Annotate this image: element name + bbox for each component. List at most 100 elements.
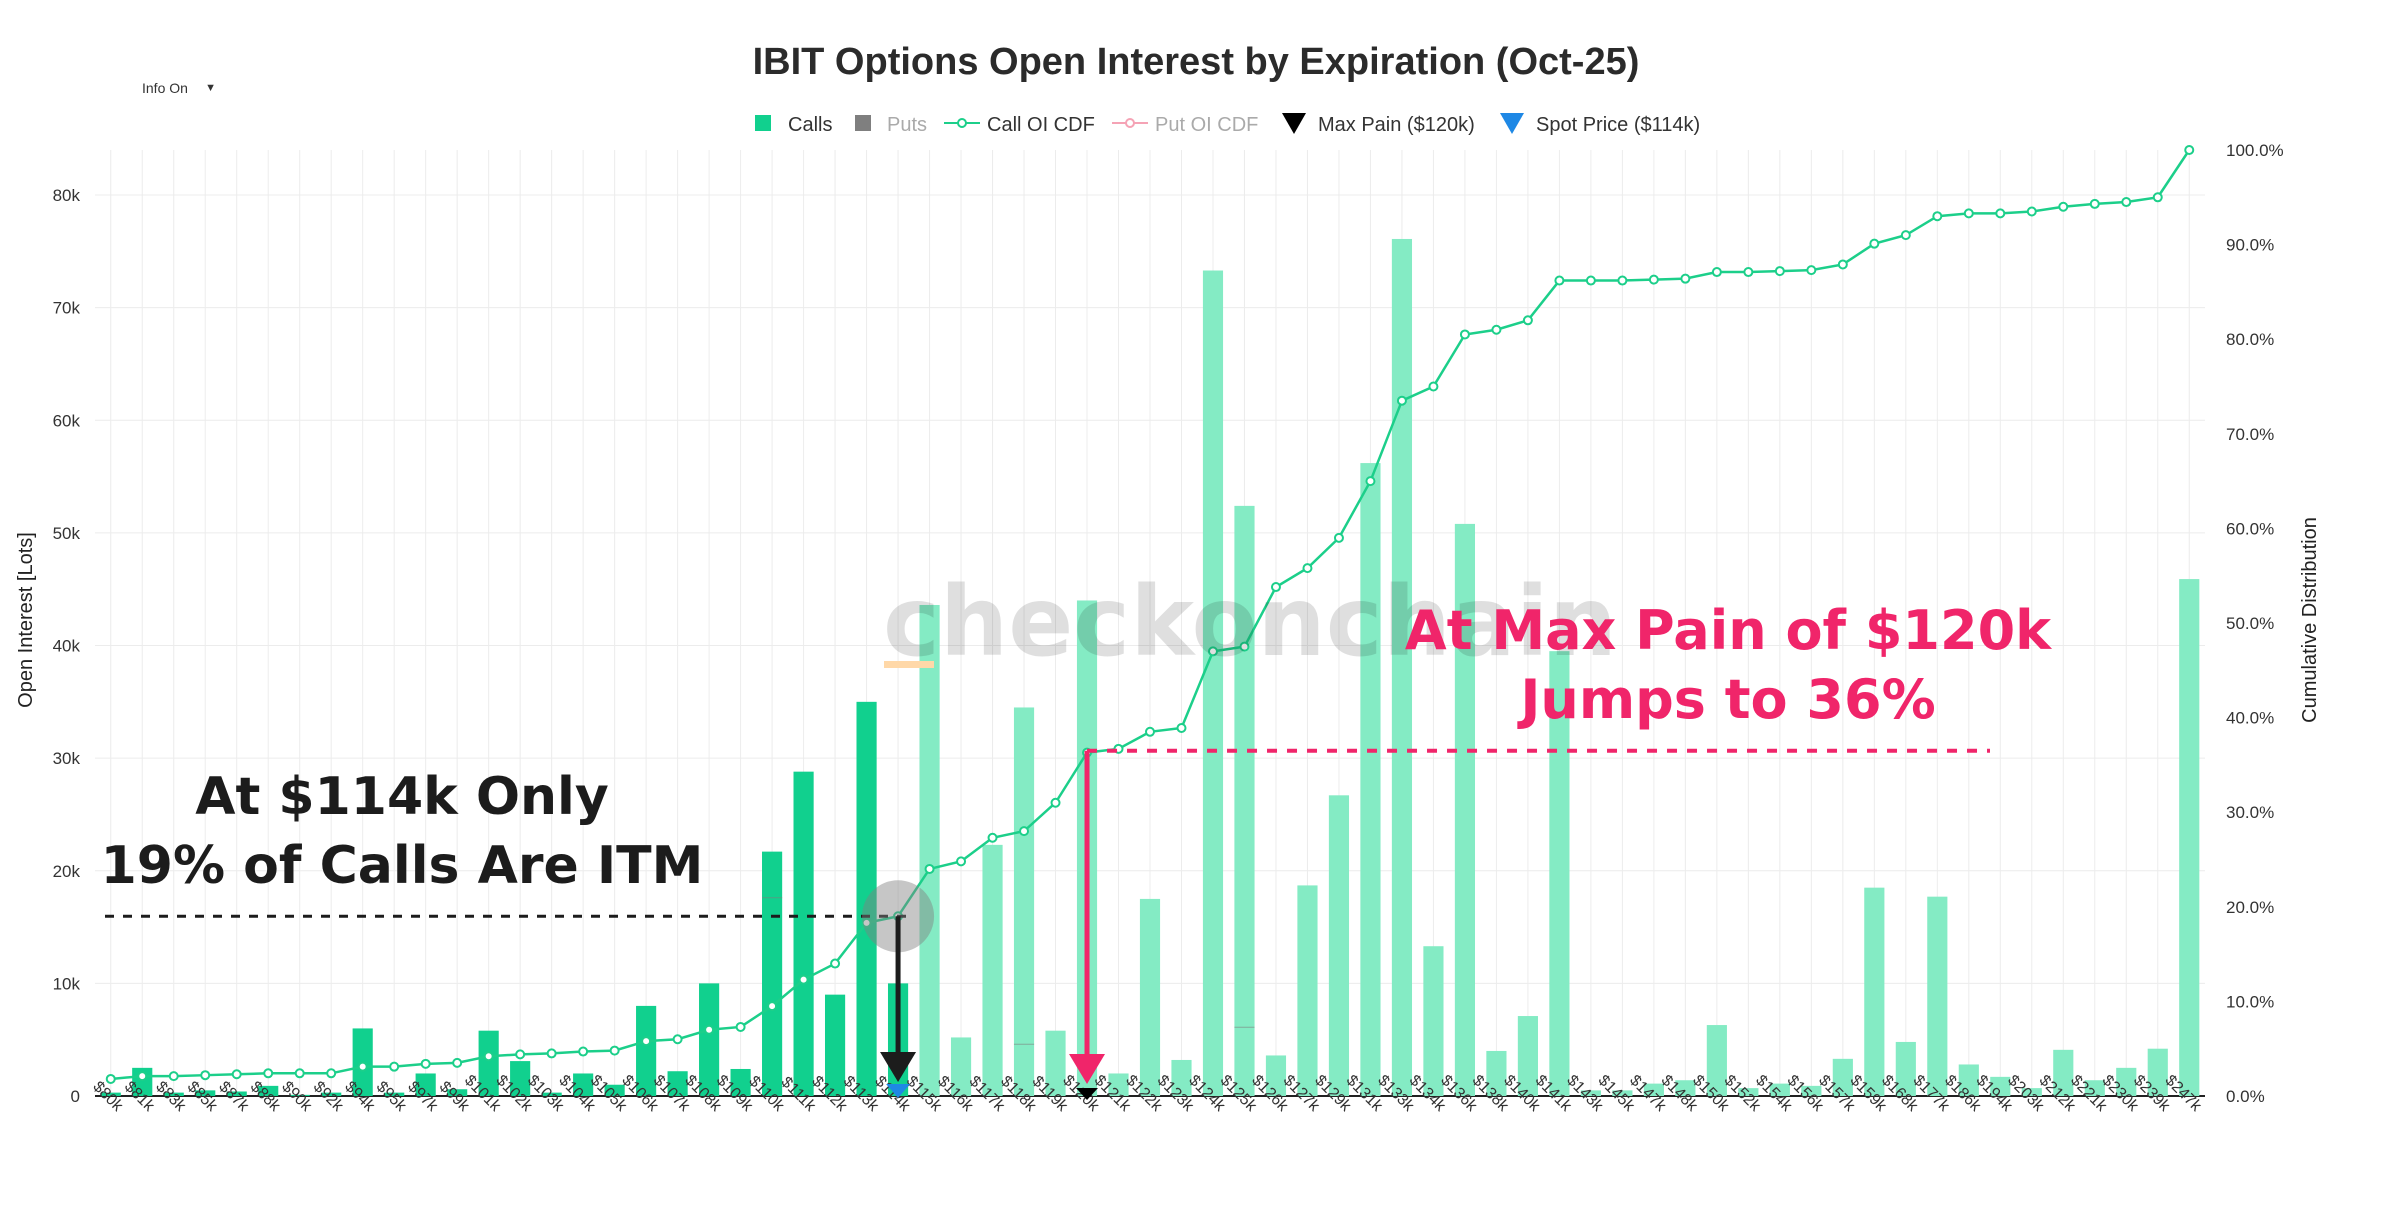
call-bar[interactable] (258, 1085, 279, 1096)
call-cdf-point[interactable] (1680, 273, 1691, 284)
call-bar[interactable] (415, 1073, 436, 1096)
call-bar[interactable] (1202, 270, 1224, 1096)
call-bar[interactable] (1958, 1064, 1979, 1096)
call-bar[interactable] (2053, 1049, 2074, 1096)
call-cdf-point[interactable] (1396, 395, 1407, 406)
call-cdf-point[interactable] (2089, 198, 2100, 209)
call-cdf-point[interactable] (1554, 275, 1565, 286)
call-cdf-point[interactable] (1491, 324, 1502, 335)
call-bar[interactable] (1832, 1058, 1853, 1096)
call-cdf-point[interactable] (578, 1046, 589, 1057)
call-cdf-point[interactable] (168, 1071, 179, 1082)
call-bar[interactable] (1706, 1025, 1727, 1096)
call-cdf-point[interactable] (767, 1001, 778, 1012)
call-bar[interactable] (2179, 579, 2200, 1096)
call-cdf-point[interactable] (735, 1021, 746, 1032)
call-cdf-point[interactable] (1176, 723, 1187, 734)
call-cdf-point[interactable] (798, 974, 809, 985)
call-bar[interactable] (950, 1037, 972, 1096)
call-bar[interactable] (573, 1073, 594, 1096)
call-cdf-point[interactable] (1050, 797, 1061, 808)
legend-spot[interactable]: Spot Price ($114k) (1536, 114, 1700, 136)
call-bar[interactable] (1045, 1030, 1066, 1096)
call-bar[interactable] (793, 771, 814, 1096)
call-bar[interactable] (132, 1067, 153, 1096)
call-cdf-point[interactable] (2152, 192, 2163, 203)
call-cdf-point[interactable] (389, 1061, 400, 1072)
call-bar[interactable] (730, 1068, 751, 1096)
call-cdf-point[interactable] (641, 1036, 652, 1047)
call-bar[interactable] (762, 851, 783, 1096)
call-bar[interactable] (1580, 1090, 1601, 1096)
call-bar[interactable] (1139, 898, 1161, 1096)
legend-max-pain[interactable]: Max Pain ($120k) (1318, 114, 1475, 136)
call-bar[interactable] (1801, 1085, 1822, 1096)
call-bar[interactable] (856, 701, 877, 1096)
legend-calls[interactable]: Calls (788, 114, 832, 136)
call-bar[interactable] (1675, 1080, 1696, 1096)
call-bar[interactable] (667, 1071, 688, 1096)
call-bar[interactable] (1171, 1059, 1192, 1096)
call-cdf-point[interactable] (1617, 275, 1628, 286)
call-bar[interactable] (1454, 523, 1476, 1096)
call-bar[interactable] (1328, 795, 1350, 1096)
call-bar[interactable] (1643, 1083, 1664, 1096)
call-bar[interactable] (604, 1084, 625, 1096)
call-bar[interactable] (1549, 651, 1570, 1096)
call-cdf-point[interactable] (1428, 381, 1439, 392)
call-cdf-point[interactable] (987, 832, 998, 843)
call-bar[interactable] (2021, 1088, 2042, 1096)
call-cdf-point[interactable] (1019, 826, 1030, 837)
call-cdf-point[interactable] (326, 1068, 337, 1079)
call-bar[interactable] (919, 604, 940, 1096)
call-cdf-point[interactable] (1963, 208, 1974, 219)
call-bar[interactable] (1013, 707, 1035, 1096)
call-cdf-point[interactable] (2121, 197, 2132, 208)
call-cdf-point[interactable] (294, 1068, 305, 1079)
call-cdf-point[interactable] (1995, 208, 2006, 219)
call-cdf-point[interactable] (200, 1070, 211, 1081)
call-bar[interactable] (1612, 1090, 1633, 1096)
call-bar[interactable] (163, 1092, 184, 1096)
call-cdf-point[interactable] (515, 1049, 526, 1060)
call-cdf-point[interactable] (924, 863, 935, 874)
call-bar[interactable] (2084, 1080, 2105, 1096)
call-cdf-point[interactable] (956, 856, 967, 867)
call-bar[interactable] (1738, 1088, 1759, 1096)
call-bar[interactable] (636, 1005, 657, 1096)
call-cdf-point[interactable] (1145, 726, 1155, 737)
call-cdf-point[interactable] (1270, 582, 1281, 593)
call-cdf-point[interactable] (1711, 267, 1722, 278)
call-bar[interactable] (1391, 238, 1413, 1096)
call-bar[interactable] (1297, 885, 1318, 1096)
call-bar[interactable] (510, 1061, 531, 1096)
call-bar[interactable] (982, 844, 1003, 1096)
call-cdf-point[interactable] (2026, 206, 2037, 217)
call-bar[interactable] (447, 1089, 468, 1096)
call-bar[interactable] (100, 1092, 121, 1096)
call-bar[interactable] (1927, 896, 1948, 1096)
call-bar[interactable] (824, 994, 846, 1096)
info-toggle-dropdown[interactable]: Info On ▼ (128, 70, 228, 106)
call-bar[interactable] (1769, 1083, 1790, 1096)
call-bar[interactable] (1517, 1016, 1538, 1096)
call-bar[interactable] (1423, 946, 1444, 1096)
call-cdf-point[interactable] (357, 1061, 368, 1072)
call-cdf-point[interactable] (1585, 275, 1596, 286)
call-cdf-point[interactable] (1302, 563, 1313, 574)
call-cdf-point[interactable] (452, 1057, 463, 1068)
call-bar[interactable] (2116, 1067, 2137, 1096)
call-cdf-point[interactable] (1333, 532, 1344, 543)
legend-call-cdf[interactable]: Call OI CDF (987, 114, 1095, 136)
call-bar[interactable] (699, 983, 720, 1096)
call-cdf-point[interactable] (1743, 267, 1754, 278)
call-cdf-point[interactable] (1932, 211, 1943, 222)
call-bar[interactable] (1486, 1050, 1507, 1096)
call-cdf-point[interactable] (1648, 274, 1659, 285)
call-cdf-point[interactable] (1207, 646, 1218, 657)
call-cdf-point[interactable] (672, 1034, 683, 1045)
call-bar[interactable] (2147, 1048, 2168, 1096)
call-bar[interactable] (1360, 463, 1381, 1097)
call-cdf-point[interactable] (609, 1045, 620, 1056)
call-bar[interactable] (1864, 887, 1885, 1096)
